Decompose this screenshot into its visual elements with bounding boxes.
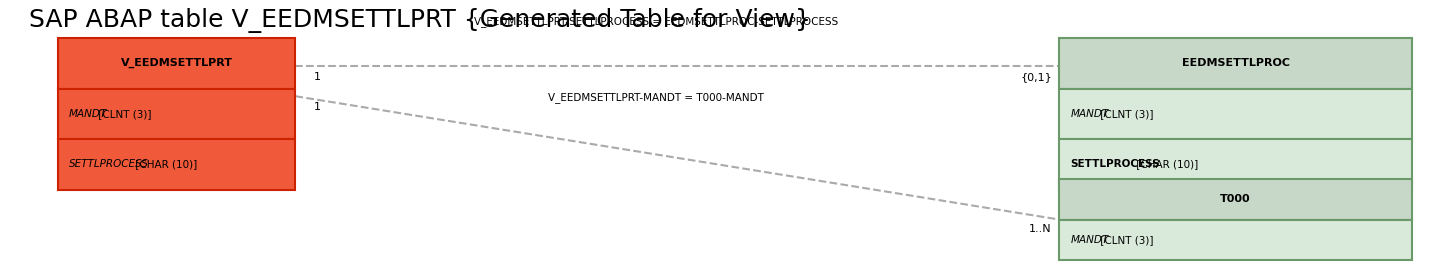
Text: V_EEDMSETTLPRT-SETTLPROCESS = EEDMSETTLPROC-SETTLPROCESS: V_EEDMSETTLPRT-SETTLPROCESS = EEDMSETTLP…: [474, 16, 837, 27]
Text: [CLNT (3)]: [CLNT (3)]: [95, 109, 151, 119]
Text: MANDT: MANDT: [69, 109, 108, 119]
Text: SAP ABAP table V_EEDMSETTLPRT {Generated Table for View}: SAP ABAP table V_EEDMSETTLPRT {Generated…: [29, 8, 811, 33]
Bar: [1059, 139, 1412, 190]
Text: SETTLPROCESS: SETTLPROCESS: [69, 159, 148, 169]
Text: [CHAR (10)]: [CHAR (10)]: [1133, 159, 1199, 169]
Text: [CLNT (3)]: [CLNT (3)]: [1097, 235, 1153, 245]
Text: MANDT: MANDT: [1071, 109, 1110, 119]
Text: 1: 1: [314, 72, 321, 82]
Text: 1..N: 1..N: [1029, 224, 1052, 234]
Bar: [1059, 38, 1412, 89]
Text: 1: 1: [314, 102, 321, 112]
Text: EEDMSETTLPROC: EEDMSETTLPROC: [1182, 58, 1290, 68]
Text: MANDT: MANDT: [1071, 235, 1110, 245]
Text: V_EEDMSETTLPRT: V_EEDMSETTLPRT: [121, 58, 232, 68]
Bar: [58, 139, 295, 190]
Bar: [58, 38, 295, 89]
Text: [CHAR (10)]: [CHAR (10)]: [131, 159, 197, 169]
Text: {0,1}: {0,1}: [1020, 72, 1052, 82]
Bar: [58, 89, 295, 139]
Text: [CLNT (3)]: [CLNT (3)]: [1097, 109, 1153, 119]
Bar: [1059, 89, 1412, 139]
Text: T000: T000: [1221, 194, 1251, 204]
Text: SETTLPROCESS: SETTLPROCESS: [1071, 159, 1160, 169]
Bar: [1059, 179, 1412, 220]
Text: V_EEDMSETTLPRT-MANDT = T000-MANDT: V_EEDMSETTLPRT-MANDT = T000-MANDT: [548, 92, 764, 103]
Bar: [1059, 220, 1412, 260]
